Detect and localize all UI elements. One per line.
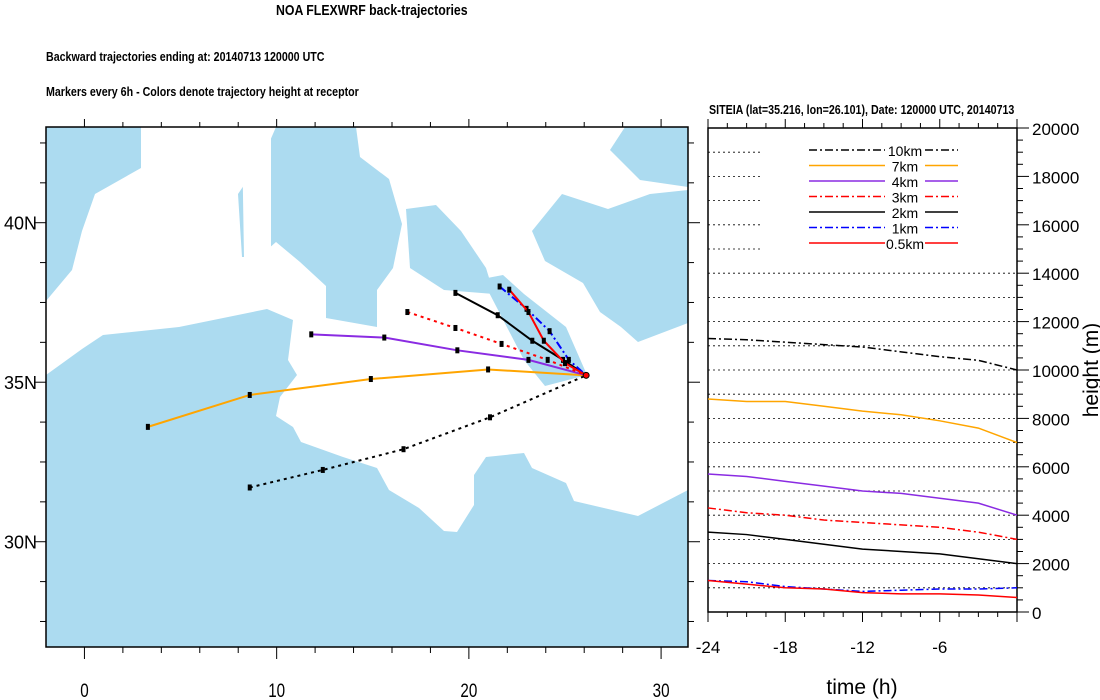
trajectory-marker — [526, 356, 531, 363]
y-tick-label: 10000 — [1032, 362, 1079, 381]
trajectory-marker — [547, 328, 552, 335]
trajectory-marker — [320, 466, 325, 473]
x-tick-label: 30 — [653, 679, 670, 700]
trajectory-marker — [309, 331, 314, 338]
legend-label: 4km — [892, 174, 918, 190]
trajectory-marker — [247, 484, 252, 491]
y-tick-label: 6000 — [1032, 459, 1070, 478]
sea-area — [46, 127, 141, 301]
trajectory-marker — [526, 309, 531, 316]
legend-label: 2km — [892, 205, 918, 221]
trajectory-marker — [382, 334, 387, 341]
chart-subtitle-markers: Markers every 6h - Colors denote traject… — [46, 84, 359, 99]
y-tick-label: 35N — [4, 373, 37, 393]
trajectory-marker — [401, 446, 406, 453]
trajectory-marker — [145, 423, 150, 430]
island — [242, 135, 271, 257]
trajectory-marker — [507, 286, 512, 293]
x-tick-label: -12 — [850, 638, 875, 657]
x-tick-label: 20 — [460, 679, 477, 700]
y-tick-label: 4000 — [1032, 507, 1070, 526]
trajectory-marker — [530, 337, 535, 344]
y-tick-label: 12000 — [1032, 314, 1079, 333]
legend-label: 1km — [892, 221, 918, 237]
y-axis-label: height (m) — [1080, 323, 1100, 418]
trajectory-marker — [247, 391, 252, 398]
trajectory-marker — [499, 340, 504, 347]
trajectory-marker — [453, 324, 458, 331]
trajectory-marker — [495, 312, 500, 319]
x-tick-label: -18 — [773, 638, 798, 657]
trajectory-marker — [541, 337, 546, 344]
y-tick-label: 0 — [1032, 604, 1041, 623]
height-series-4km — [707, 473, 1018, 516]
chart-title: NOA FLEXWRF back-trajectories — [276, 2, 468, 19]
legend-label: 7km — [892, 159, 918, 175]
y-tick-label: 16000 — [1032, 217, 1079, 236]
height-series-7km — [707, 398, 1018, 444]
height-series-3km — [707, 507, 1018, 541]
height-series-1km — [707, 579, 1018, 593]
y-tick-label: 30N — [4, 533, 37, 553]
trajectory-marker — [545, 356, 550, 363]
map-frame — [45, 126, 689, 648]
trajectory-marker — [486, 366, 491, 373]
trajectory-marker — [562, 360, 567, 367]
y-tick-label: 18000 — [1032, 168, 1079, 187]
x-tick-label: 10 — [268, 679, 285, 700]
legend-label: 0.5km — [886, 236, 924, 252]
y-tick-label: 8000 — [1032, 410, 1070, 429]
y-tick-label: 2000 — [1032, 556, 1070, 575]
legend-label: 10km — [888, 143, 922, 159]
trajectory-marker — [368, 376, 373, 383]
trajectory-10km — [249, 374, 587, 489]
trajectory-marker — [455, 347, 460, 354]
sea-area — [406, 205, 494, 294]
legend-label: 3km — [892, 190, 918, 206]
x-tick-label: -6 — [932, 638, 947, 657]
x-tick-label: 0 — [80, 679, 88, 700]
sea-area — [238, 127, 402, 327]
x-axis-label: time (h) — [826, 676, 897, 699]
trajectory-marker — [497, 283, 502, 290]
y-tick-label: 14000 — [1032, 265, 1079, 284]
chart-subtitle-date: Backward trajectories ending at: 2014071… — [46, 49, 325, 64]
sea-area — [46, 309, 688, 647]
trajectory-marker — [566, 356, 571, 363]
receptor-marker — [582, 371, 590, 379]
trajectory-marker — [488, 414, 493, 421]
sea-area — [610, 127, 688, 187]
trajectory-marker — [453, 289, 458, 296]
x-tick-label: -24 — [696, 638, 721, 657]
y-tick-label: 20000 — [1032, 120, 1079, 139]
trajectory-marker — [405, 309, 410, 316]
height-series-2km — [707, 531, 1018, 565]
sea-area — [532, 190, 688, 342]
height-series-0.5km — [707, 579, 1018, 599]
height-series-10km — [707, 337, 1018, 371]
y-tick-label: 40N — [4, 214, 37, 234]
height-chart-title: SITEIA (lat=35.216, lon=26.101), Date: 1… — [709, 102, 1015, 117]
